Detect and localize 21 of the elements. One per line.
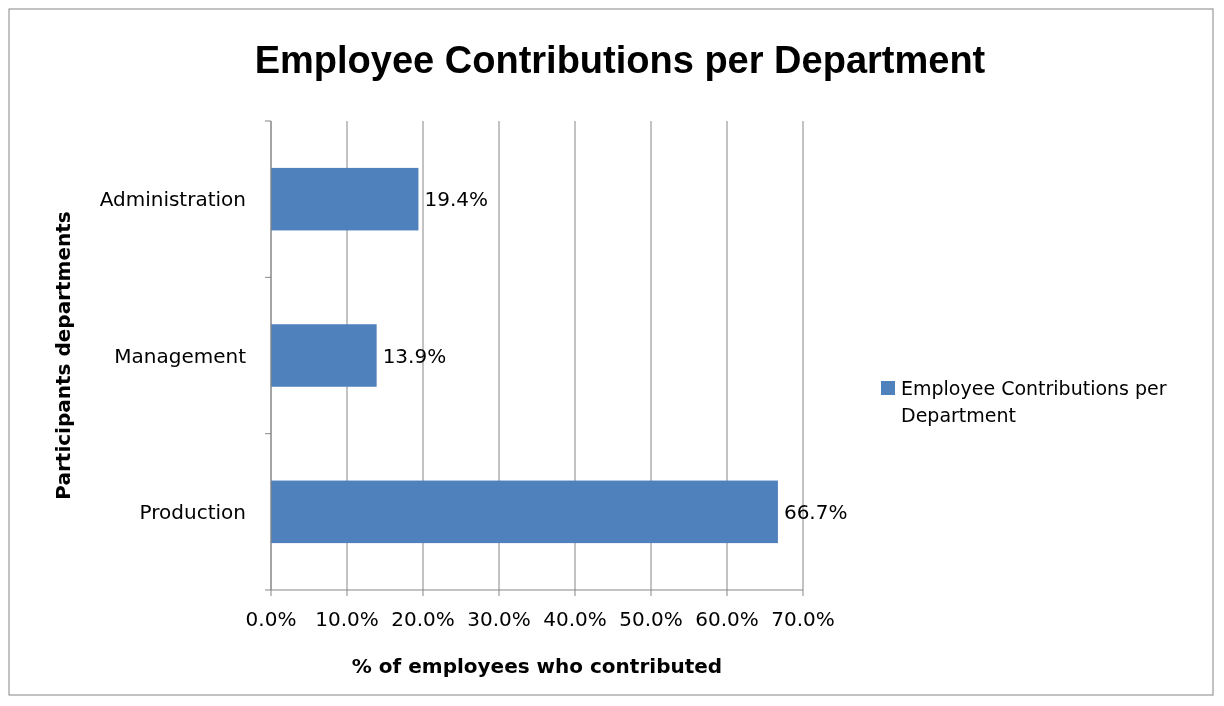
- bar: [271, 167, 419, 231]
- x-tick-label: 70.0%: [771, 607, 835, 631]
- y-tick-label: Administration: [99, 187, 246, 212]
- bar: [271, 324, 377, 387]
- y-axis-title: Participants departments: [51, 211, 75, 500]
- y-tick-label: Management: [114, 343, 247, 368]
- y-tick-label: Production: [139, 499, 246, 524]
- legend-label: Employee Contributions per Department: [901, 376, 1167, 427]
- chart-title: Employee Contributions per Department: [254, 39, 986, 81]
- bar: [271, 480, 778, 544]
- x-tick-label: 30.0%: [467, 607, 531, 631]
- data-label: 19.4%: [424, 187, 488, 212]
- x-tick-label: 40.0%: [543, 607, 607, 631]
- x-tick-label: 20.0%: [391, 607, 455, 631]
- data-label: 13.9%: [382, 343, 447, 368]
- x-tick-label: 0.0%: [245, 607, 297, 631]
- x-tick-label: 10.0%: [315, 607, 379, 631]
- data-label: 66.7%: [783, 499, 848, 524]
- x-tick-label: 60.0%: [695, 607, 759, 631]
- x-tick-label: 50.0%: [619, 607, 683, 631]
- x-axis-title: % of employees who contributed: [351, 654, 723, 678]
